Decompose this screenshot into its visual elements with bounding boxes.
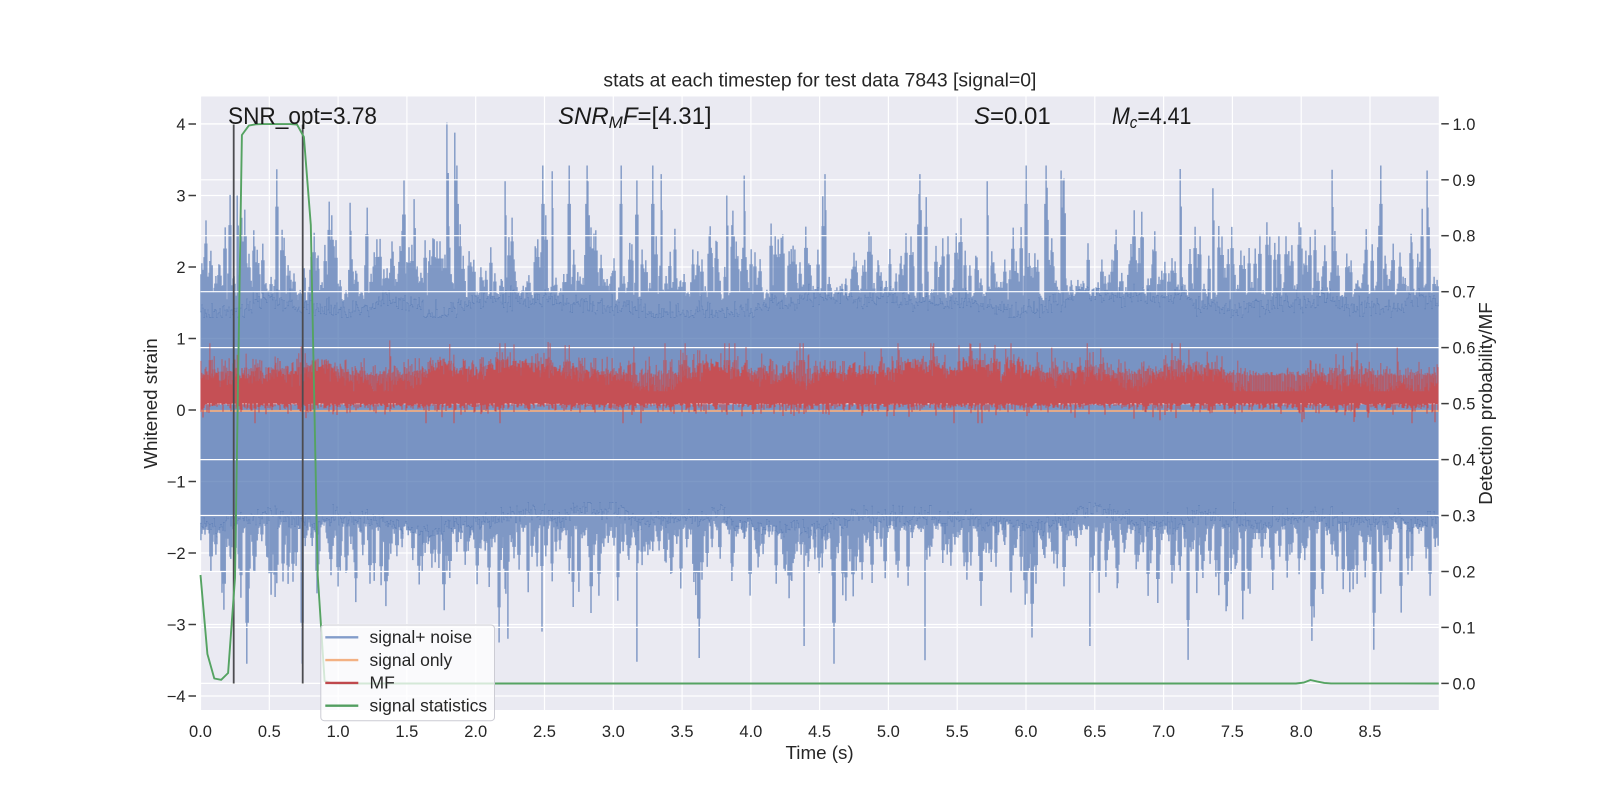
svg-text:6.0: 6.0: [1015, 723, 1038, 741]
svg-text:0.6: 0.6: [1453, 340, 1476, 358]
svg-text:7.5: 7.5: [1221, 723, 1244, 741]
svg-text:Whitened strain: Whitened strain: [140, 338, 161, 469]
svg-text:Time (s): Time (s): [786, 742, 854, 763]
svg-text:4.0: 4.0: [739, 723, 762, 741]
svg-text:Mc=4.41: Mc=4.41: [1112, 102, 1191, 132]
svg-text:0.3: 0.3: [1453, 508, 1476, 526]
svg-text:4: 4: [176, 116, 185, 134]
svg-text:4.5: 4.5: [808, 723, 831, 741]
svg-text:5.0: 5.0: [877, 723, 900, 741]
svg-text:−1: −1: [167, 474, 186, 492]
svg-text:1.0: 1.0: [1453, 116, 1476, 134]
svg-text:1.5: 1.5: [395, 723, 418, 741]
svg-text:0.5: 0.5: [258, 723, 281, 741]
svg-text:0.1: 0.1: [1453, 619, 1476, 637]
svg-text:0.9: 0.9: [1453, 172, 1476, 190]
svg-text:8.5: 8.5: [1359, 723, 1382, 741]
svg-text:MF: MF: [370, 673, 395, 693]
svg-text:0.5: 0.5: [1453, 396, 1476, 414]
svg-text:3.5: 3.5: [671, 723, 694, 741]
svg-text:5.5: 5.5: [946, 723, 969, 741]
svg-text:−3: −3: [167, 617, 186, 635]
svg-text:SNRMF=[4.31]: SNRMF=[4.31]: [558, 103, 712, 132]
svg-text:−2: −2: [167, 545, 186, 563]
svg-text:3.0: 3.0: [602, 723, 625, 741]
svg-text:7.0: 7.0: [1152, 723, 1175, 741]
svg-text:0.2: 0.2: [1453, 564, 1476, 582]
svg-text:2.5: 2.5: [533, 723, 556, 741]
svg-text:Detection probability/MF: Detection probability/MF: [1475, 302, 1496, 505]
svg-text:signal only: signal only: [370, 650, 453, 670]
svg-text:2: 2: [176, 259, 185, 277]
svg-text:SNR_opt=3.78: SNR_opt=3.78: [228, 103, 377, 130]
svg-text:0.8: 0.8: [1453, 228, 1476, 246]
svg-text:S=0.01: S=0.01: [974, 103, 1051, 130]
svg-text:0.4: 0.4: [1453, 452, 1476, 470]
svg-text:1: 1: [176, 331, 185, 349]
svg-text:1.0: 1.0: [327, 723, 350, 741]
svg-text:stats at each timestep for tes: stats at each timestep for test data 784…: [603, 69, 1036, 91]
svg-text:6.5: 6.5: [1083, 723, 1106, 741]
svg-text:0: 0: [176, 402, 185, 420]
svg-text:2.0: 2.0: [464, 723, 487, 741]
svg-text:−4: −4: [167, 688, 186, 706]
svg-text:0.7: 0.7: [1453, 284, 1476, 302]
svg-text:signal+ noise: signal+ noise: [370, 627, 473, 647]
svg-text:0.0: 0.0: [1453, 675, 1476, 693]
svg-text:signal statistics: signal statistics: [370, 696, 488, 716]
svg-text:8.0: 8.0: [1290, 723, 1313, 741]
svg-text:3: 3: [176, 188, 185, 206]
svg-text:0.0: 0.0: [189, 723, 212, 741]
